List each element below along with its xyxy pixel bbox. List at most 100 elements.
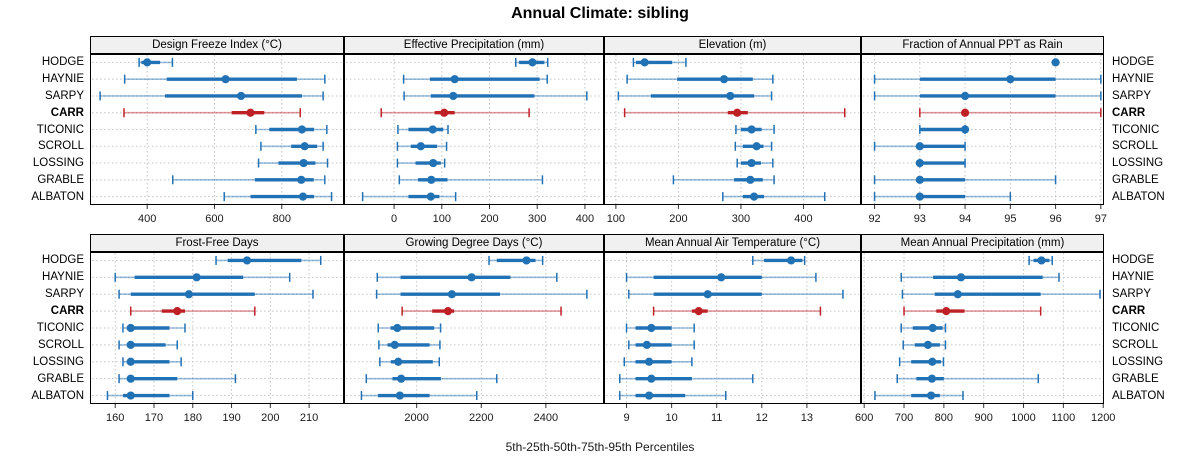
station-label-left-hodge: HODGE	[41, 56, 84, 69]
median-dot	[126, 391, 135, 400]
station-label-left-grable: GRABLE	[37, 372, 84, 385]
panel-strip-elevation: Elevation (m)	[604, 36, 861, 54]
median-dot	[236, 91, 246, 101]
median-dot	[394, 357, 403, 366]
median-dot	[927, 374, 937, 383]
axis-tick-label: 93	[914, 213, 926, 225]
median-dot	[915, 192, 924, 201]
panel-border	[90, 54, 344, 205]
axis-tick-label: 180	[184, 412, 202, 424]
axis-tick-label: 160	[106, 412, 124, 424]
median-dot	[923, 340, 933, 349]
axis-tick-label: 1100	[1052, 412, 1076, 424]
panel-fraction-ppt-rain: 92 93 94 95 96 97	[861, 54, 1107, 225]
panel-strip-fraction-ppt-rain: Fraction of Annual PPT as Rain	[861, 36, 1104, 54]
station-label-right-scroll: SCROLL	[1112, 338, 1159, 351]
median-dot	[297, 125, 307, 134]
panel-border	[344, 54, 604, 205]
median-dot	[960, 125, 970, 134]
panel-mean-annual-precipitation: 600 700 800 900 1000 1100 1200	[855, 252, 1115, 424]
median-dot	[427, 175, 436, 184]
axis-tick-label: 900	[975, 412, 993, 424]
station-label-right-scroll: SCROLL	[1112, 140, 1159, 153]
axis-tick-label: 12	[756, 412, 768, 424]
panel-strip-design-freeze-index: Design Freeze Index (°C)	[90, 36, 344, 54]
median-dot	[752, 142, 761, 151]
axis-tick-label: 97	[1095, 213, 1107, 225]
station-label-right-lossing: LOSSING	[1112, 157, 1164, 170]
axis-tick-label: 800	[935, 412, 953, 424]
median-dot	[747, 125, 756, 134]
station-label-right-carr: CARR	[1112, 106, 1146, 119]
median-dot	[928, 323, 937, 333]
station-label-left-sarpy: SARPY	[45, 288, 84, 301]
median-dot	[192, 273, 201, 282]
panel-strip-growing-degree-days: Growing Degree Days (°C)	[344, 234, 604, 252]
panel-border	[604, 54, 861, 205]
station-label-right-hodge: HODGE	[1112, 254, 1155, 267]
axis-tick-label: 94	[959, 213, 971, 225]
station-label-right-lossing: LOSSING	[1112, 355, 1164, 368]
median-dot	[429, 158, 438, 168]
median-dot	[528, 58, 537, 67]
median-dot	[300, 142, 309, 151]
median-dot	[726, 91, 735, 101]
axis-tick-label: 300	[732, 213, 750, 225]
station-label-right-albaton: ALBATON	[1112, 190, 1165, 203]
median-dot	[143, 58, 152, 67]
median-dot	[522, 256, 531, 265]
median-dot	[173, 307, 182, 316]
axis-tick-label: 96	[1049, 213, 1061, 225]
median-dot	[440, 108, 449, 117]
median-dot	[915, 158, 924, 168]
median-dot	[953, 290, 962, 299]
panel-frost-free-days: 160 170 180 190 200 210	[90, 252, 344, 424]
station-label-left-hodge: HODGE	[41, 254, 84, 267]
station-label-right-hodge: HODGE	[1112, 56, 1155, 69]
station-label-left-grable: GRABLE	[37, 173, 84, 186]
station-label-left-carr: CARR	[50, 106, 84, 119]
median-dot	[747, 158, 756, 168]
median-dot	[426, 192, 435, 201]
axis-tick-label: 1200	[1091, 412, 1115, 424]
median-dot	[443, 307, 453, 316]
median-dot	[184, 290, 193, 299]
station-label-left-albaton: ALBATON	[31, 190, 84, 203]
median-dot	[644, 357, 654, 366]
station-label-left-scroll: SCROLL	[37, 140, 84, 153]
station-label-right-carr: CARR	[1112, 305, 1146, 318]
median-dot	[449, 91, 458, 101]
axis-tick-label: 300	[528, 213, 546, 225]
station-label-right-ticonic: TICONIC	[1112, 123, 1160, 136]
station-label-left-scroll: SCROLL	[37, 338, 84, 351]
median-dot	[393, 323, 402, 333]
median-dot	[298, 192, 308, 201]
median-dot	[126, 374, 135, 383]
panel-strip-frost-free-days: Frost-Free Days	[90, 234, 344, 252]
axis-tick-label: 2000	[404, 412, 428, 424]
panel-border	[344, 252, 604, 404]
axis-tick-label: 92	[868, 213, 880, 225]
station-label-left-haynie: HAYNIE	[42, 73, 84, 86]
panel-border	[861, 54, 1104, 205]
median-dot	[390, 340, 399, 349]
axis-tick-label: 200	[669, 213, 687, 225]
axis-tick-label: 400	[576, 213, 594, 225]
median-dot	[746, 175, 755, 184]
median-dot	[1006, 75, 1015, 84]
panel-border	[861, 252, 1104, 404]
station-label-left-sarpy: SARPY	[45, 89, 84, 102]
median-dot	[749, 192, 759, 201]
median-dot	[960, 108, 970, 117]
median-dot	[647, 374, 656, 383]
median-dot	[927, 391, 936, 400]
median-dot	[242, 256, 252, 265]
median-dot	[221, 75, 230, 84]
axis-tick-label: 2400	[534, 412, 558, 424]
median-dot	[126, 340, 135, 349]
axis-tick-label: 190	[222, 412, 240, 424]
axis-tick-label: 100	[607, 213, 625, 225]
station-label-right-grable: GRABLE	[1112, 173, 1159, 186]
station-label-right-haynie: HAYNIE	[1112, 271, 1154, 284]
